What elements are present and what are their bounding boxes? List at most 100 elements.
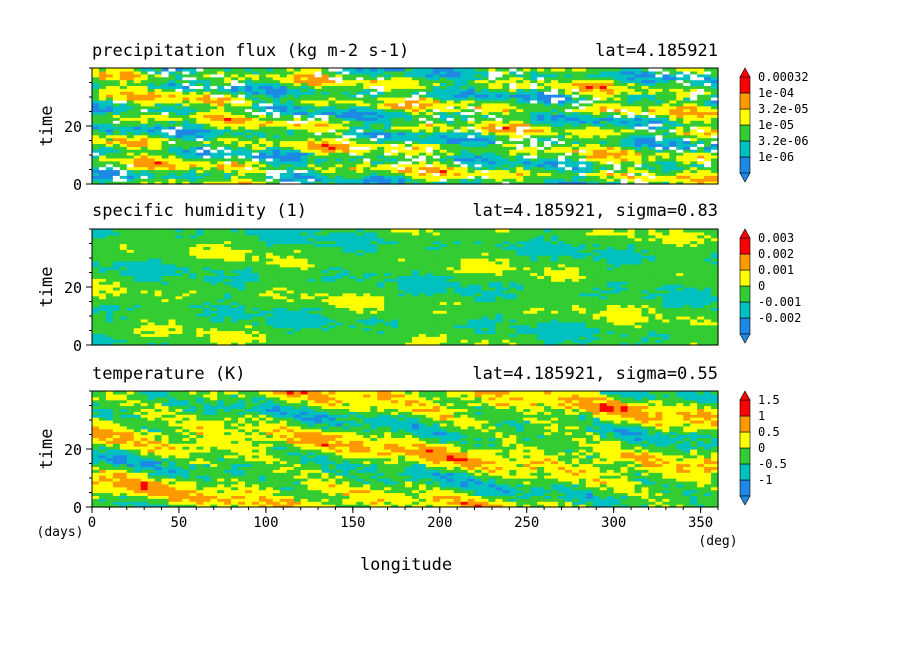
- heatmap-cell: [662, 175, 670, 179]
- heatmap-cell: [585, 68, 594, 72]
- heatmap-cell: [676, 143, 684, 147]
- heatmap-cell: [147, 140, 156, 144]
- heatmap-cell: [189, 99, 197, 104]
- heatmap-cell: [300, 102, 309, 107]
- heatmap-cell: [453, 117, 462, 121]
- heatmap-cell: [356, 143, 364, 147]
- heatmap-cell: [439, 131, 448, 136]
- heatmap-cell: [564, 105, 573, 110]
- heatmap-cell: [133, 91, 142, 95]
- heatmap-cell: [265, 152, 274, 156]
- heatmap-cell: [98, 163, 107, 168]
- heatmap-cell: [328, 146, 337, 150]
- heatmap-cell: [286, 128, 295, 133]
- heatmap-cell: [398, 181, 406, 185]
- heatmap-cell: [432, 105, 441, 110]
- heatmap-cell: [203, 117, 211, 121]
- heatmap-cell: [558, 149, 566, 153]
- heatmap-cell: [377, 126, 385, 130]
- heatmap-cell: [481, 111, 490, 115]
- heatmap-cell: [690, 131, 698, 136]
- heatmap-cell: [370, 146, 378, 150]
- heatmap-cell: [551, 134, 559, 139]
- heatmap-cell: [258, 114, 267, 118]
- heatmap-cell: [328, 149, 337, 153]
- heatmap-cell: [425, 157, 434, 162]
- heatmap-cell: [356, 102, 364, 107]
- heatmap-cell: [258, 94, 267, 98]
- heatmap-cell: [300, 152, 309, 156]
- heatmap-cell: [564, 152, 573, 156]
- heatmap-cell: [161, 143, 170, 147]
- heatmap-cell: [551, 102, 559, 107]
- heatmap-cell: [314, 131, 323, 136]
- heatmap-cell: [133, 128, 142, 133]
- heatmap-cell: [697, 94, 705, 98]
- heatmap-cell: [551, 108, 559, 113]
- heatmap-cell: [300, 91, 309, 95]
- heatmap-cell: [439, 68, 448, 72]
- heatmap-cell: [662, 123, 670, 127]
- heatmap-cell: [154, 140, 163, 144]
- heatmap-cell: [446, 114, 455, 118]
- heatmap-cell: [384, 155, 392, 159]
- heatmap-cell: [272, 137, 281, 142]
- heatmap-cell: [210, 152, 218, 156]
- heatmap-cell: [168, 111, 177, 115]
- heatmap-cell: [551, 152, 559, 156]
- heatmap-cell: [599, 126, 608, 130]
- heatmap-cell: [217, 152, 225, 156]
- heatmap-cell: [509, 91, 517, 95]
- heatmap-cell: [620, 134, 629, 139]
- heatmap-cell: [92, 175, 100, 179]
- heatmap-cell: [279, 169, 288, 173]
- heatmap-cell: [558, 178, 566, 182]
- heatmap-cell: [613, 134, 622, 139]
- heatmap-cell: [662, 134, 670, 139]
- heatmap-cell: [224, 169, 232, 173]
- heatmap-cell: [648, 175, 656, 179]
- heatmap-cell: [613, 178, 622, 182]
- heatmap-cell: [606, 152, 615, 156]
- heatmap-cell: [530, 120, 538, 124]
- heatmap-cell: [578, 123, 587, 127]
- heatmap-cell: [307, 91, 316, 95]
- heatmap-cell: [488, 94, 497, 98]
- heatmap-cell: [196, 163, 204, 168]
- heatmap-cell: [133, 102, 142, 107]
- heatmap-cell: [481, 169, 490, 173]
- heatmap-cell: [286, 149, 295, 153]
- heatmap-cell: [418, 178, 427, 182]
- heatmap-cell: [182, 126, 190, 130]
- heatmap-cell: [300, 157, 309, 162]
- heatmap-cell: [474, 120, 483, 124]
- heatmap-cell: [620, 94, 629, 98]
- heatmap-cell: [418, 137, 427, 142]
- heatmap-cell: [203, 134, 211, 139]
- heatmap-cell: [238, 111, 246, 115]
- heatmap-cell: [641, 94, 650, 98]
- heatmap-cell: [627, 140, 636, 144]
- heatmap-cell: [627, 181, 636, 185]
- heatmap-cell: [293, 137, 302, 142]
- heatmap-cell: [321, 108, 330, 113]
- heatmap-cell: [245, 175, 253, 179]
- heatmap-cell: [662, 140, 670, 144]
- heatmap-cell: [446, 143, 455, 147]
- heatmap-cell: [286, 152, 295, 156]
- heatmap-cell: [592, 117, 601, 121]
- heatmap-cell: [231, 131, 239, 136]
- heatmap-cell: [697, 68, 705, 72]
- heatmap-cell: [182, 143, 190, 147]
- heatmap-cell: [370, 131, 378, 136]
- heatmap-cell: [210, 123, 218, 127]
- heatmap-cell: [279, 105, 288, 110]
- heatmap-cell: [245, 166, 253, 171]
- heatmap-cell: [300, 178, 309, 182]
- heatmap-cell: [182, 68, 190, 72]
- heatmap-cell: [411, 117, 420, 121]
- heatmap-cell: [224, 137, 232, 142]
- heatmap-cell: [251, 149, 260, 153]
- heatmap-cell: [634, 94, 643, 98]
- heatmap-cell: [537, 134, 545, 139]
